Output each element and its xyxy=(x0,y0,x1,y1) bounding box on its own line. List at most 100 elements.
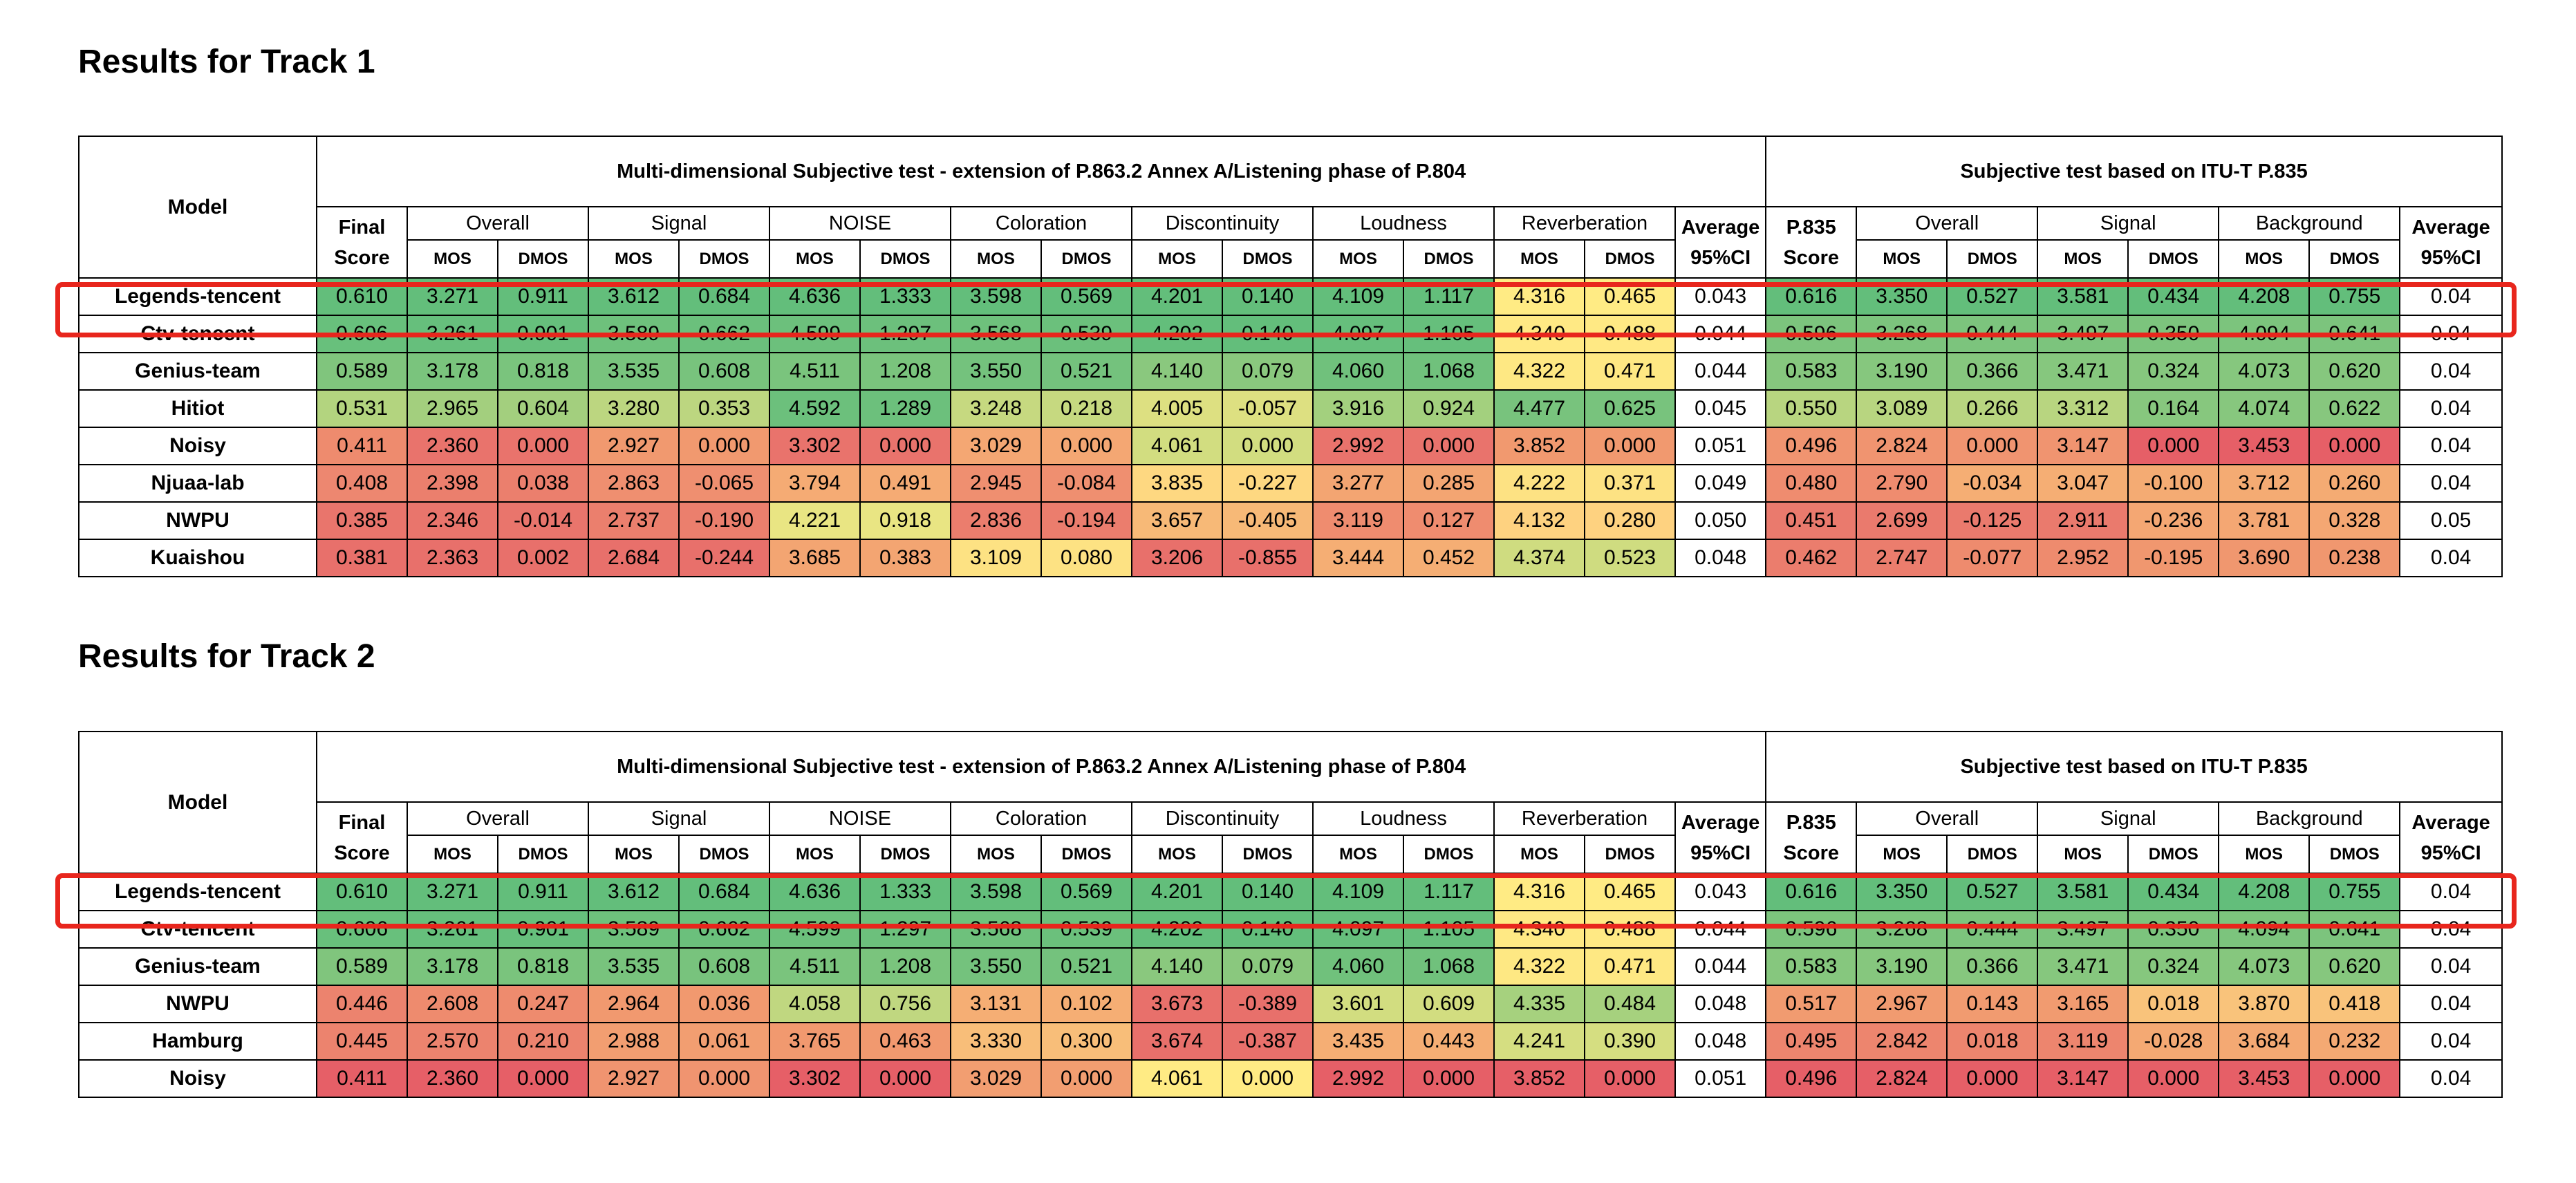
group-header-reverberation: Reverberation xyxy=(1493,801,1676,836)
mos-cell: 4.058 xyxy=(769,985,861,1023)
dmos-cell: -0.227 xyxy=(1222,464,1314,503)
column-header-mos: MOS xyxy=(1312,239,1404,279)
dmos-cell: 0.300 xyxy=(1040,1022,1132,1061)
dmos-cell: 0.000 xyxy=(1584,1059,1676,1098)
p835-score-cell: 0.596 xyxy=(1765,315,1858,353)
mos-cell: 3.535 xyxy=(588,352,680,391)
group-header-loudness: Loudness xyxy=(1312,206,1495,241)
table-row: NWPU 0.385 2.346 -0.014 2.737 -0.190 4.221 0.91… xyxy=(78,501,2503,540)
dmos-cell: 0.471 xyxy=(1584,947,1676,986)
dmos-cell: 0.608 xyxy=(678,352,770,391)
column-header-mos: MOS xyxy=(1493,835,1585,874)
column-header-model: Model xyxy=(78,731,317,874)
column-header-dmos: DMOS xyxy=(1040,239,1132,279)
mos-cell: 3.119 xyxy=(1312,501,1404,540)
mos-cell: 4.132 xyxy=(1493,501,1585,540)
column-header-mos: MOS xyxy=(769,239,861,279)
mos-cell: 2.945 xyxy=(950,464,1042,503)
mos-cell: 2.988 xyxy=(588,1022,680,1061)
column-header-dmos: DMOS xyxy=(497,239,589,279)
table-row: Kuaishou 0.381 2.363 0.002 2.684 -0.244 3.685 0… xyxy=(78,539,2503,577)
dmos-cell: 0.465 xyxy=(1584,873,1676,911)
p835-score-cell: 0.480 xyxy=(1765,464,1858,503)
dmos-cell: 0.000 xyxy=(678,427,770,465)
average-ci-cell: 0.051 xyxy=(1674,1059,1767,1098)
dmos-cell: 0.061 xyxy=(678,1022,770,1061)
p835-average-ci-cell: 0.04 xyxy=(2399,1022,2503,1061)
p835-dmos-cell: -0.100 xyxy=(2127,464,2220,503)
mos-cell: 3.277 xyxy=(1312,464,1404,503)
mos-cell: 2.360 xyxy=(407,427,498,465)
dmos-cell: 0.002 xyxy=(497,539,589,577)
dmos-cell: 0.036 xyxy=(678,985,770,1023)
column-header-mos: MOS xyxy=(950,835,1042,874)
dmos-cell: 0.102 xyxy=(1040,985,1132,1023)
column-header-dmos: DMOS xyxy=(678,239,770,279)
dmos-cell: 0.210 xyxy=(497,1022,589,1061)
p835-mos-cell: 3.471 xyxy=(2037,352,2129,391)
p835-score-cell: 0.616 xyxy=(1765,873,1858,911)
p835-dmos-cell: -0.034 xyxy=(1946,464,2039,503)
p835-score-cell: 0.451 xyxy=(1765,501,1858,540)
mos-cell: 3.109 xyxy=(950,539,1042,577)
dmos-cell: -0.855 xyxy=(1222,539,1314,577)
mos-cell: 3.248 xyxy=(950,389,1042,428)
multi-dimensional-test-header: Multi-dimensional Subjective test - exte… xyxy=(315,731,1767,803)
p835-mos-cell: 3.119 xyxy=(2037,1022,2129,1061)
column-header-dmos: DMOS xyxy=(1403,239,1495,279)
mos-cell: 3.852 xyxy=(1493,427,1585,465)
mos-cell: 4.061 xyxy=(1131,1059,1223,1098)
mos-cell: 4.316 xyxy=(1493,277,1585,316)
mos-cell: 4.201 xyxy=(1131,277,1223,316)
p835-dmos-cell: 0.000 xyxy=(2308,427,2401,465)
p835-average-ci-cell: 0.05 xyxy=(2399,501,2503,540)
p835-score-cell: 0.496 xyxy=(1765,427,1858,465)
p835-mos-cell: 3.147 xyxy=(2037,1059,2129,1098)
group-header-coloration: Coloration xyxy=(950,206,1132,241)
table-row: Genius-team 0.589 3.178 0.818 3.535 0.608 4.51… xyxy=(78,947,2503,986)
p835-mos-cell: 3.453 xyxy=(2218,427,2311,465)
average-ci-cell: 0.043 xyxy=(1674,873,1767,911)
dmos-cell: 0.140 xyxy=(1222,315,1314,353)
mos-cell: 3.330 xyxy=(950,1022,1042,1061)
column-header-p835-score-line2: Score xyxy=(1783,841,1840,864)
dmos-cell: 0.000 xyxy=(497,1059,589,1098)
p835-dmos-cell: 0.755 xyxy=(2308,277,2401,316)
group-header-discontinuity: Discontinuity xyxy=(1131,206,1314,241)
mos-cell: 2.363 xyxy=(407,539,498,577)
mos-cell: 4.060 xyxy=(1312,947,1404,986)
dmos-cell: 1.117 xyxy=(1403,277,1495,316)
column-header-dmos: DMOS xyxy=(1946,239,2039,279)
final-score-cell: 0.411 xyxy=(316,427,408,465)
mos-cell: 2.965 xyxy=(407,389,498,428)
column-header-p835-average-ci: Average 95%CI xyxy=(2399,206,2503,279)
p835-average-ci-cell: 0.04 xyxy=(2399,464,2503,503)
column-header-final-score-line2: Score xyxy=(334,841,390,864)
p835-mos-cell: 2.790 xyxy=(1856,464,1948,503)
average-ci-cell: 0.050 xyxy=(1674,501,1767,540)
column-header-dmos: DMOS xyxy=(678,835,770,874)
mos-cell: 2.360 xyxy=(407,1059,498,1098)
dmos-cell: 1.117 xyxy=(1403,873,1495,911)
table-row: Legends-tencent 0.610 3.271 0.911 3.612 0.684… xyxy=(78,277,2503,316)
p835-average-ci-cell: 0.04 xyxy=(2399,1059,2503,1098)
column-header-p835-score-line1: P.835 xyxy=(1786,811,1836,834)
mos-cell: 3.598 xyxy=(950,873,1042,911)
mos-cell: 4.097 xyxy=(1312,910,1404,949)
dmos-cell: 0.353 xyxy=(678,389,770,428)
model-name: Legends-tencent xyxy=(78,277,317,316)
p835-dmos-cell: 0.641 xyxy=(2308,315,2401,353)
p835-group-header-background: Background xyxy=(2218,801,2401,836)
mos-cell: 2.608 xyxy=(407,985,498,1023)
mos-cell: 2.737 xyxy=(588,501,680,540)
p835-mos-cell: 3.089 xyxy=(1856,389,1948,428)
p835-dmos-cell: 0.434 xyxy=(2127,873,2220,911)
p835-group-header-overall: Overall xyxy=(1856,206,2039,241)
mos-cell: 4.109 xyxy=(1312,873,1404,911)
table-row: Noisy 0.411 2.360 0.000 2.927 0.000 3.302 0.000… xyxy=(78,1059,2503,1098)
p835-dmos-cell: 0.527 xyxy=(1946,873,2039,911)
average-ci-cell: 0.048 xyxy=(1674,985,1767,1023)
dmos-cell: 0.539 xyxy=(1040,910,1132,949)
final-score-cell: 0.606 xyxy=(316,910,408,949)
p835-mos-cell: 3.350 xyxy=(1856,277,1948,316)
